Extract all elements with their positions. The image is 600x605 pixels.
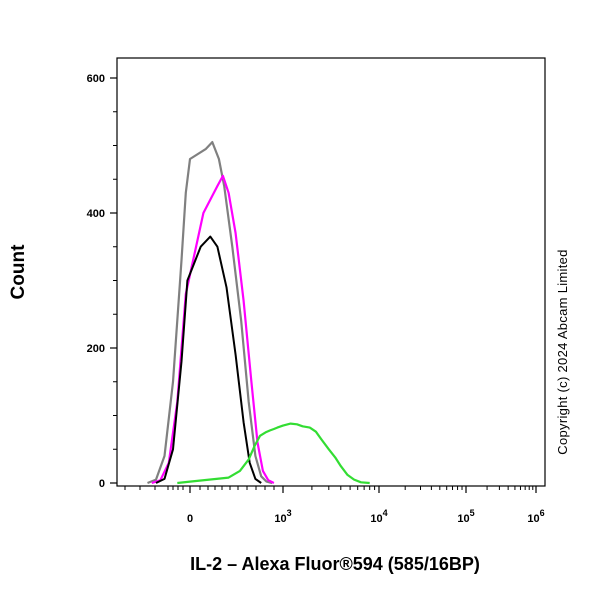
x-tick-label: 0 (187, 513, 193, 525)
plot-frame (116, 57, 546, 487)
histogram-series-3 (155, 235, 262, 484)
x-tick-label: 103 (274, 508, 291, 525)
copyright-text: Copyright (c) 2024 Abcam Limited (555, 249, 570, 454)
y-axis: 0 200 400 600 (87, 73, 117, 490)
x-axis: 0 103 104 105 106 (124, 486, 545, 525)
x-tick-label: 106 (527, 508, 544, 525)
x-tick-label: 104 (370, 508, 387, 525)
histogram-series-4 (177, 422, 370, 485)
histogram-series-1 (147, 141, 273, 485)
x-axis-label: IL-2 – Alexa Fluor®594 (585/16BP) (190, 554, 480, 574)
y-axis-label: Count (8, 244, 29, 300)
series-layer (147, 141, 370, 485)
y-tick-label: 400 (87, 208, 105, 220)
y-tick-label: 600 (87, 73, 105, 85)
x-tick-label: 105 (457, 508, 474, 525)
y-tick-label: 200 (87, 343, 105, 355)
y-tick-label: 0 (99, 478, 105, 490)
histogram-series-2 (151, 174, 275, 485)
